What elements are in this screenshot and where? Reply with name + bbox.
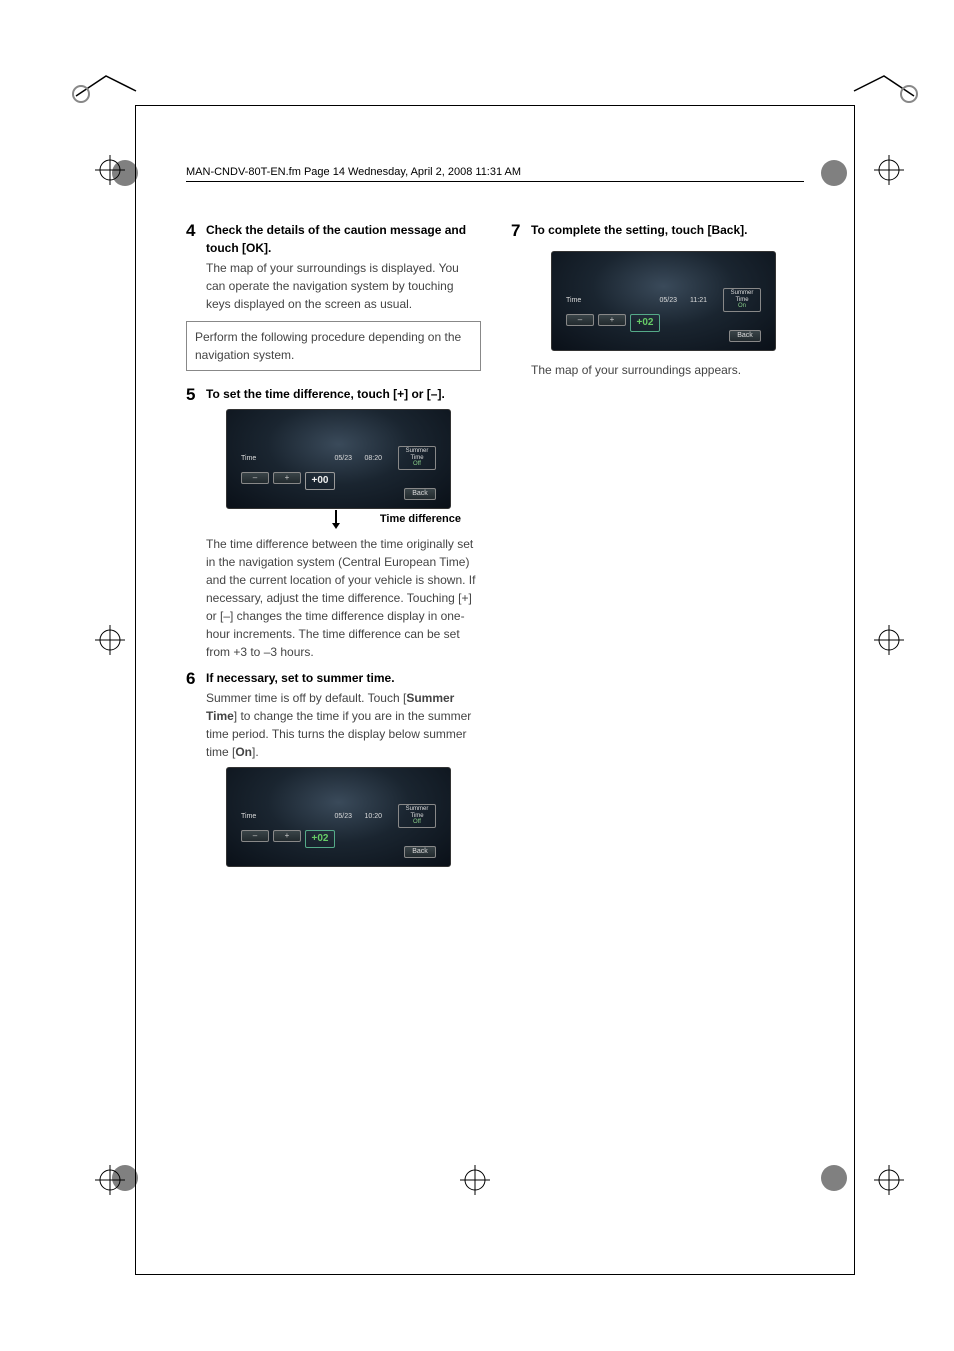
registration-mark-icon: [95, 1165, 125, 1195]
left-column: 4 Check the details of the caution messa…: [186, 221, 481, 877]
summer-state: On: [724, 303, 760, 310]
ss-time: 10:20: [358, 813, 382, 820]
title-text: Check the details of the caution message…: [206, 223, 466, 255]
registration-mark-icon: [874, 155, 904, 185]
step-text: The time difference between the time ori…: [206, 535, 481, 661]
offset-display: +02: [630, 314, 660, 332]
registration-mark-icon: [874, 1165, 904, 1195]
title-text: ].: [264, 241, 271, 255]
ss-date: 05/23: [649, 297, 677, 304]
page-frame: MAN-CNDV-80T-EN.fm Page 14 Wednesday, Ap…: [135, 105, 855, 1275]
step-number: 7: [511, 221, 531, 379]
step-text: The map of your surroundings appears.: [531, 361, 806, 379]
callout-arrow: [335, 510, 337, 524]
back-button[interactable]: Back: [404, 846, 436, 858]
summer-time-button[interactable]: Summer Time Off: [398, 804, 436, 828]
minus-button[interactable]: –: [241, 830, 269, 842]
summer-time-button[interactable]: Summer Time On: [723, 288, 761, 312]
title-bold: OK: [246, 241, 264, 255]
summer-state: Off: [399, 819, 435, 826]
offset-display: +00: [305, 472, 335, 490]
step-text: The map of your surroundings is displaye…: [206, 259, 481, 313]
back-button[interactable]: Back: [404, 488, 436, 500]
summer-state: Off: [399, 461, 435, 468]
step-4: 4 Check the details of the caution messa…: [186, 221, 481, 313]
plus-button[interactable]: +: [598, 314, 626, 326]
nav-screenshot: Time 05/23 08:20 Summer Time Off –: [226, 409, 451, 509]
step-text: Summer time is off by default. Touch [Su…: [206, 689, 481, 761]
registration-mark-icon: [460, 1165, 490, 1195]
plus-button[interactable]: +: [273, 472, 301, 484]
text-part: Summer time is off by default. Touch [: [206, 691, 406, 705]
right-column: 7 To complete the setting, touch [Back].…: [511, 221, 806, 877]
step-title: Check the details of the caution message…: [206, 221, 481, 257]
crimp-decoration: [66, 66, 146, 106]
minus-button[interactable]: –: [566, 314, 594, 326]
ss-time: 11:21: [683, 297, 707, 304]
registration-mark-icon: [874, 625, 904, 655]
registration-mark-icon: [95, 155, 125, 185]
step-5: 5 To set the time difference, touch [+] …: [186, 385, 481, 661]
text-part: ].: [252, 745, 259, 759]
ss-date: 05/23: [324, 813, 352, 820]
ss-time: 08:20: [358, 455, 382, 462]
crimp-decoration: [844, 66, 924, 106]
nav-screenshot: Time 05/23 11:21 Summer Time On –: [551, 251, 776, 351]
header-text: MAN-CNDV-80T-EN.fm Page 14 Wednesday, Ap…: [186, 166, 521, 178]
step-7: 7 To complete the setting, touch [Back].…: [511, 221, 806, 379]
summer-label: Summer Time: [399, 448, 435, 461]
ss-time-label: Time: [241, 813, 271, 820]
ss-date: 05/23: [324, 455, 352, 462]
page-header: MAN-CNDV-80T-EN.fm Page 14 Wednesday, Ap…: [186, 166, 804, 182]
content-columns: 4 Check the details of the caution messa…: [186, 221, 806, 877]
minus-button[interactable]: –: [241, 472, 269, 484]
back-button[interactable]: Back: [729, 330, 761, 342]
registration-mark-icon: [95, 625, 125, 655]
step-number: 6: [186, 669, 206, 871]
plus-button[interactable]: +: [273, 830, 301, 842]
summer-time-button[interactable]: Summer Time Off: [398, 446, 436, 470]
nav-screenshot: Time 05/23 10:20 Summer Time Off –: [226, 767, 451, 867]
text-bold: On: [235, 745, 252, 759]
step-title: If necessary, set to summer time.: [206, 669, 481, 687]
ss-time-label: Time: [566, 297, 596, 304]
step-number: 4: [186, 221, 206, 313]
step-6: 6 If necessary, set to summer time. Summ…: [186, 669, 481, 871]
note-box: Perform the following procedure dependin…: [186, 321, 481, 371]
ss-time-label: Time: [241, 455, 271, 462]
offset-display: +02: [305, 830, 335, 848]
step-title: To set the time difference, touch [+] or…: [206, 385, 481, 403]
step-number: 5: [186, 385, 206, 661]
step-title: To complete the setting, touch [Back].: [531, 221, 806, 239]
summer-label: Summer Time: [724, 290, 760, 303]
summer-label: Summer Time: [399, 806, 435, 819]
